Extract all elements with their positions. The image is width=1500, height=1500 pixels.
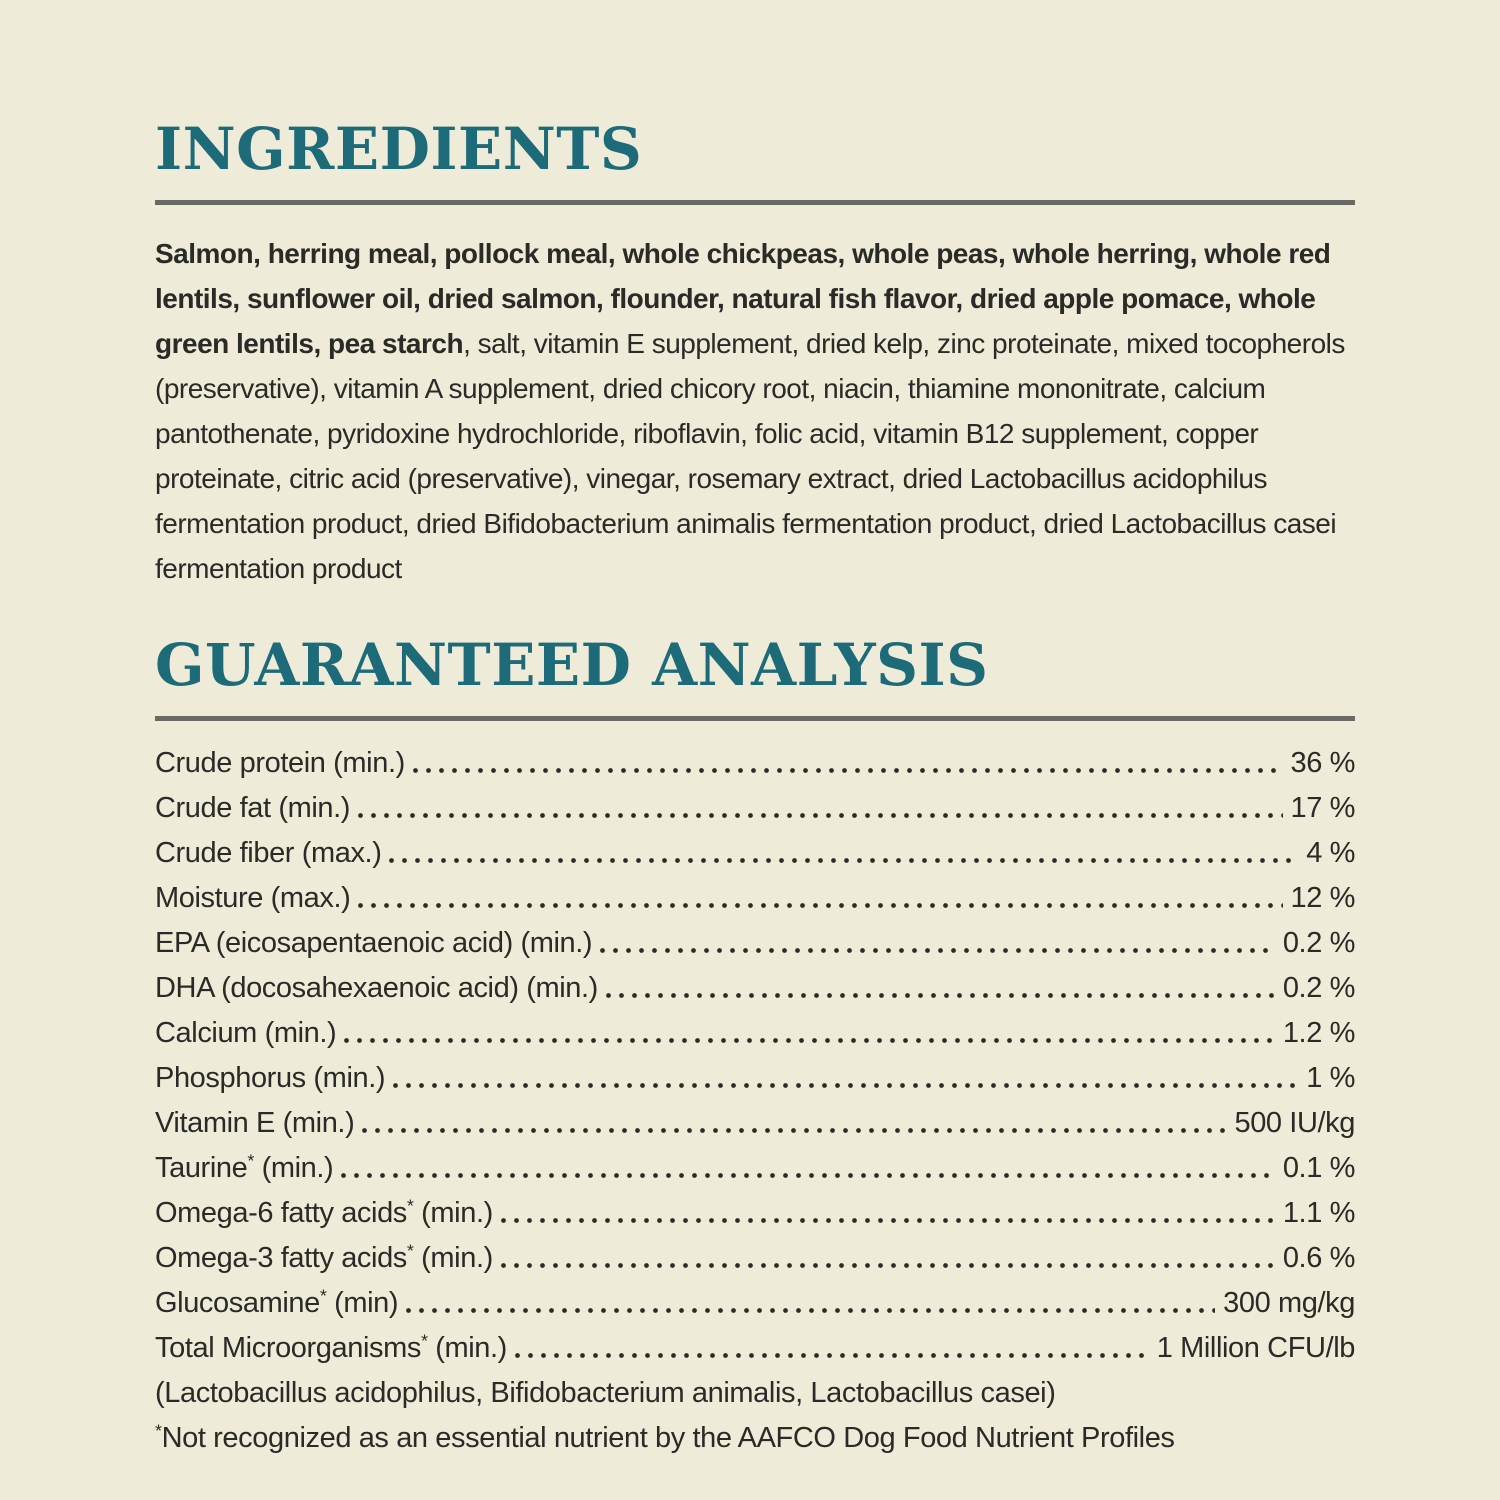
ingredients-text-regular: , salt, vitamin E supplement, dried kelp… (155, 328, 1345, 584)
analysis-row-label: Crude fiber (max.) (155, 837, 382, 869)
asterisk-marker: * (247, 1150, 254, 1171)
dot-leader (389, 858, 1299, 863)
dot-leader (600, 948, 1275, 953)
analysis-row-label: Total Microorganisms* (min.) (155, 1330, 507, 1364)
analysis-row-value: 1.2 % (1282, 1017, 1356, 1049)
analysis-row-value: 0.2 % (1282, 972, 1356, 1004)
analysis-row: Vitamin E (min.) 500 IU/kg (155, 1101, 1355, 1146)
analysis-row-label: Omega-3 fatty acids* (min.) (155, 1240, 493, 1274)
analysis-row: Glucosamine* (min) 300 mg/kg (155, 1281, 1355, 1326)
analysis-row: DHA (docosahexaenoic acid) (min.) 0.2 % (155, 966, 1355, 1011)
asterisk-marker: * (420, 1330, 428, 1351)
analysis-row: Taurine* (min.) 0.1 % (155, 1146, 1355, 1191)
dot-leader (362, 1128, 1227, 1133)
dot-leader (500, 1218, 1275, 1223)
analysis-row-value: 1.1 % (1282, 1197, 1356, 1229)
analysis-row: Calcium (min.) 1.2 % (155, 1011, 1355, 1056)
analysis-row-label: Taurine* (min.) (155, 1150, 334, 1184)
ingredients-text-bold: Salmon, herring meal, pollock meal, whol… (155, 238, 1331, 359)
analysis-row: Omega-3 fatty acids* (min.) 0.6 % (155, 1236, 1355, 1281)
analysis-row-label: Phosphorus (min.) (155, 1062, 386, 1094)
analysis-row-label: Glucosamine* (min) (155, 1285, 399, 1319)
ingredients-section: INGREDIENTS Salmon, herring meal, polloc… (155, 120, 1355, 591)
aafco-footnote: *Not recognized as an essential nutrient… (155, 1416, 1355, 1461)
analysis-row-value: 0.2 % (1282, 927, 1356, 959)
ingredients-divider (155, 200, 1355, 205)
asterisk-marker: * (319, 1285, 327, 1306)
analysis-row-value: 0.1 % (1282, 1152, 1356, 1184)
dot-leader (500, 1263, 1275, 1268)
analysis-row-value: 1 Million CFU/lb (1156, 1332, 1356, 1364)
guaranteed-analysis-title: GUARANTEED ANALYSIS (155, 631, 989, 699)
analysis-row-value: 1 % (1306, 1062, 1355, 1094)
analysis-row: Omega-6 fatty acids* (min.) 1.1 % (155, 1191, 1355, 1236)
analysis-row-value: 0.6 % (1282, 1242, 1356, 1274)
dot-leader (406, 1308, 1216, 1313)
ingredients-title: INGREDIENTS (155, 115, 643, 183)
analysis-row: Moisture (max.) 12 % (155, 876, 1355, 921)
analysis-row: Crude fiber (max.) 4 % (155, 831, 1355, 876)
dot-leader (514, 1353, 1149, 1358)
dot-leader (412, 768, 1283, 773)
analysis-row-value: 500 IU/kg (1234, 1107, 1355, 1139)
analysis-row-value: 36 % (1290, 747, 1356, 779)
analysis-row-label: Calcium (min.) (155, 1017, 337, 1049)
asterisk-marker: * (406, 1240, 414, 1261)
analysis-row-label: Crude fat (min.) (155, 792, 351, 824)
dot-leader (344, 1038, 1275, 1043)
aafco-footnote-text: Not recognized as an essential nutrient … (161, 1422, 1175, 1454)
dot-leader (605, 993, 1275, 998)
ingredients-text: Salmon, herring meal, pollock meal, whol… (155, 231, 1355, 591)
dot-leader (341, 1173, 1275, 1178)
guaranteed-analysis-section: GUARANTEED ANALYSIS Crude protein (min.)… (155, 636, 1355, 1461)
guaranteed-analysis-table: Crude protein (min.) 36 % Crude fat (min.)… (155, 741, 1355, 1371)
analysis-row-value: 4 % (1306, 837, 1355, 869)
analysis-row-label: Crude protein (min.) (155, 747, 405, 779)
analysis-row: Phosphorus (min.) 1 % (155, 1056, 1355, 1101)
analysis-row-label: Moisture (max.) (155, 882, 351, 914)
analysis-row-label: EPA (eicosapentaenoic acid) (min.) (155, 927, 593, 959)
dot-leader (358, 813, 1283, 818)
asterisk-marker: * (155, 1420, 162, 1441)
analysis-row-value: 17 % (1290, 792, 1356, 824)
dot-leader (358, 903, 1283, 908)
analysis-row: EPA (eicosapentaenoic acid) (min.) 0.2 % (155, 921, 1355, 966)
microorganisms-note: (Lactobacillus acidophilus, Bifidobacter… (155, 1377, 1056, 1409)
analysis-row: Total Microorganisms* (min.) 1 Million CF… (155, 1326, 1355, 1371)
analysis-row-label: DHA (docosahexaenoic acid) (min.) (155, 972, 598, 1004)
analysis-row: Crude protein (min.) 36 % (155, 741, 1355, 786)
dot-leader (393, 1083, 1299, 1088)
asterisk-marker: * (406, 1195, 414, 1216)
guaranteed-analysis-divider (155, 716, 1355, 721)
analysis-row-value: 300 mg/kg (1223, 1287, 1355, 1319)
analysis-row: Crude fat (min.) 17 % (155, 786, 1355, 831)
analysis-row-value: 12 % (1290, 882, 1356, 914)
analysis-row-label: Omega-6 fatty acids* (min.) (155, 1195, 493, 1229)
analysis-row-label: Vitamin E (min.) (155, 1107, 355, 1139)
